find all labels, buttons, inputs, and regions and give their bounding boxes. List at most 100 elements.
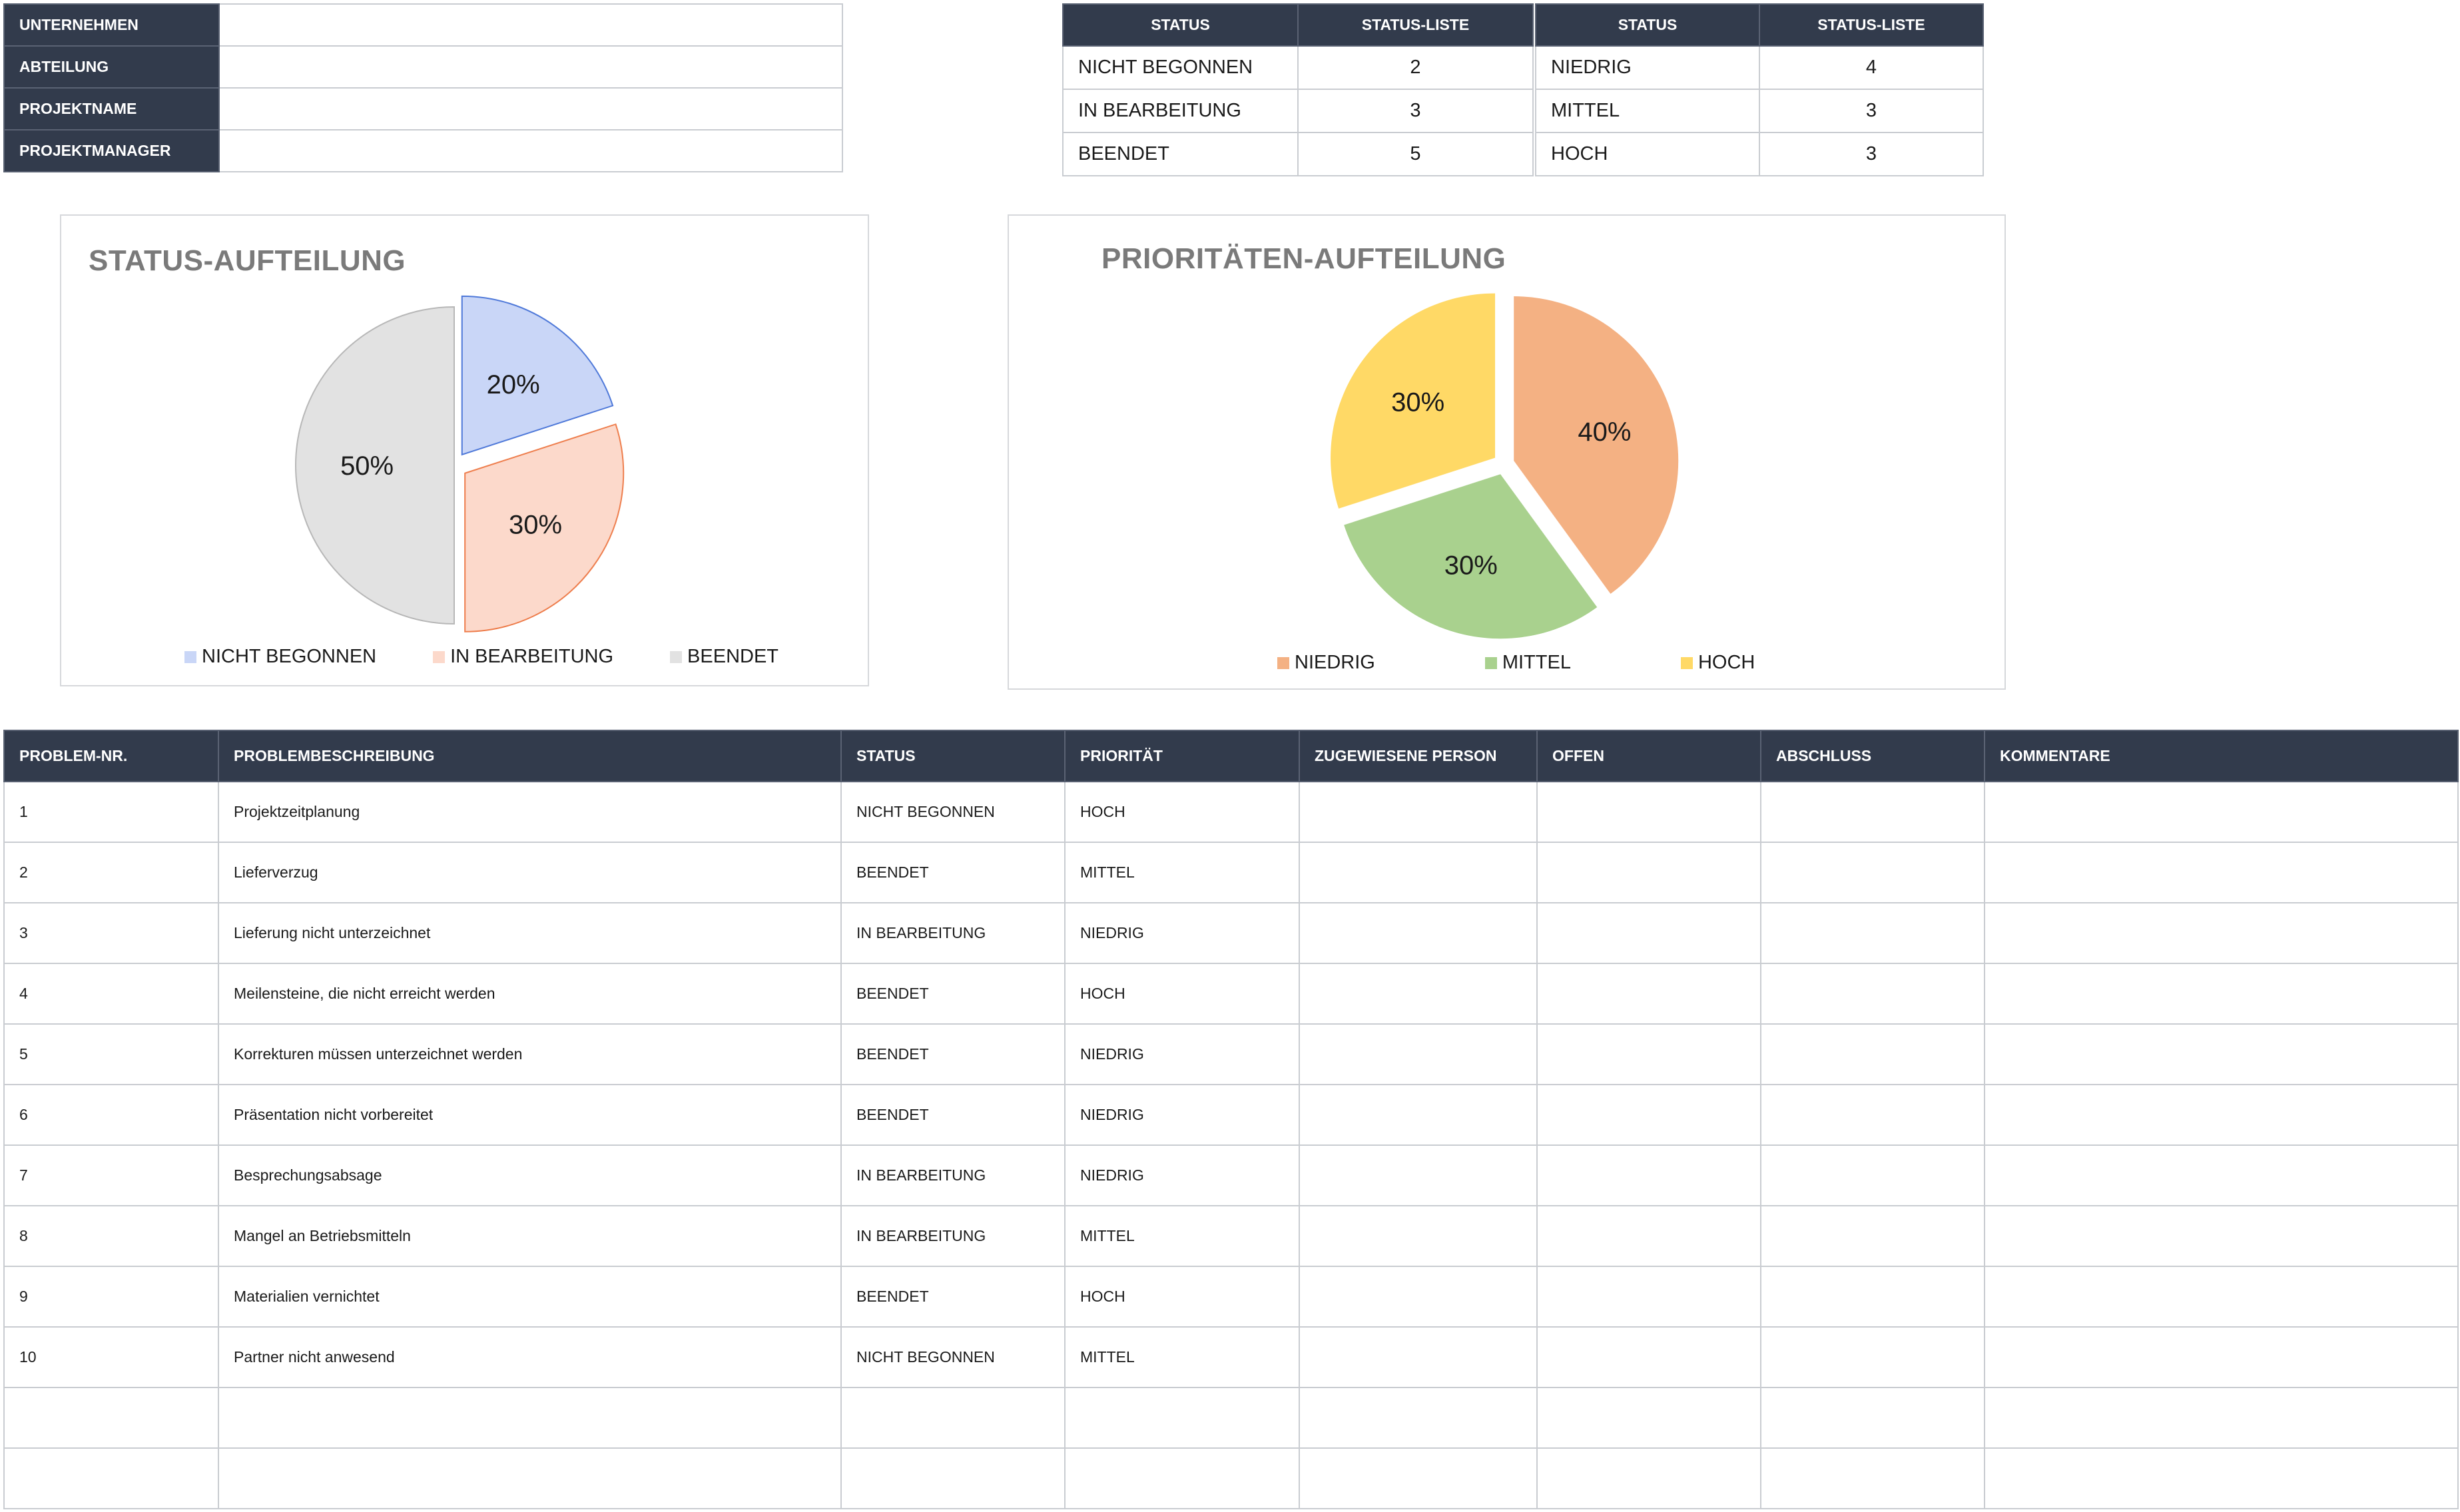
- open-date-cell[interactable]: [1536, 1205, 1761, 1267]
- description-cell[interactable]: Korrekturen müssen unterzeichnet werden: [218, 1023, 842, 1085]
- comment-cell[interactable]: [1984, 1326, 2459, 1388]
- priority-cell[interactable]: HOCH: [1064, 781, 1300, 843]
- assignee-cell[interactable]: [1299, 1326, 1538, 1388]
- assignee-cell[interactable]: [1299, 1205, 1538, 1267]
- open-date-cell[interactable]: [1536, 1084, 1761, 1146]
- problem-number-cell[interactable]: [3, 1447, 219, 1509]
- close-date-cell[interactable]: [1760, 902, 1985, 964]
- problem-number-cell[interactable]: 4: [3, 963, 219, 1025]
- status-cell[interactable]: NICHT BEGONNEN: [840, 1326, 1066, 1388]
- problem-number-cell[interactable]: 6: [3, 1084, 219, 1146]
- summary-count[interactable]: 3: [1759, 132, 1984, 176]
- description-cell[interactable]: Besprechungsabsage: [218, 1144, 842, 1206]
- problem-number-cell[interactable]: 3: [3, 902, 219, 964]
- description-cell[interactable]: Partner nicht anwesend: [218, 1326, 842, 1388]
- open-date-cell[interactable]: [1536, 902, 1761, 964]
- problem-number-cell[interactable]: 9: [3, 1266, 219, 1328]
- pie-slice[interactable]: [1514, 296, 1679, 594]
- summary-count[interactable]: 4: [1759, 45, 1984, 90]
- assignee-cell[interactable]: [1299, 1023, 1538, 1085]
- column-header[interactable]: ABSCHLUSS: [1760, 730, 1985, 782]
- comment-cell[interactable]: [1984, 1144, 2459, 1206]
- comment-cell[interactable]: [1984, 1023, 2459, 1085]
- summary-name[interactable]: NIEDRIG: [1535, 45, 1760, 90]
- priority-cell[interactable]: MITTEL: [1064, 842, 1300, 903]
- summary-name[interactable]: NICHT BEGONNEN: [1062, 45, 1299, 90]
- comment-cell[interactable]: [1984, 1387, 2459, 1449]
- assignee-cell[interactable]: [1299, 902, 1538, 964]
- open-date-cell[interactable]: [1536, 1387, 1761, 1449]
- comment-cell[interactable]: [1984, 842, 2459, 903]
- summary-count[interactable]: 3: [1297, 89, 1534, 133]
- close-date-cell[interactable]: [1760, 1084, 1985, 1146]
- status-cell[interactable]: IN BEARBEITUNG: [840, 1205, 1066, 1267]
- open-date-cell[interactable]: [1536, 1144, 1761, 1206]
- comment-cell[interactable]: [1984, 1266, 2459, 1328]
- priority-cell[interactable]: [1064, 1447, 1300, 1509]
- status-cell[interactable]: BEENDET: [840, 1023, 1066, 1085]
- pie-slice[interactable]: [464, 423, 625, 632]
- description-cell[interactable]: Lieferung nicht unterzeichnet: [218, 902, 842, 964]
- open-date-cell[interactable]: [1536, 781, 1761, 843]
- priority-cell[interactable]: MITTEL: [1064, 1205, 1300, 1267]
- status-cell[interactable]: [840, 1447, 1066, 1509]
- comment-cell[interactable]: [1984, 1084, 2459, 1146]
- status-chart-panel[interactable]: STATUS-AUFTEILUNG 20% 30% 50% NICHT BEGONN…: [60, 214, 869, 686]
- priority-cell[interactable]: MITTEL: [1064, 1326, 1300, 1388]
- close-date-cell[interactable]: [1760, 1023, 1985, 1085]
- column-header[interactable]: PROBLEMBESCHREIBUNG: [218, 730, 842, 782]
- column-header[interactable]: KOMMENTARE: [1984, 730, 2459, 782]
- summary-count[interactable]: 2: [1297, 45, 1534, 90]
- open-date-cell[interactable]: [1536, 1266, 1761, 1328]
- status-cell[interactable]: BEENDET: [840, 1084, 1066, 1146]
- pie-slice[interactable]: [461, 295, 614, 456]
- problem-number-cell[interactable]: [3, 1387, 219, 1449]
- description-cell[interactable]: Meilensteine, die nicht erreicht werden: [218, 963, 842, 1025]
- open-date-cell[interactable]: [1536, 1447, 1761, 1509]
- description-cell[interactable]: Mangel an Betriebsmitteln: [218, 1205, 842, 1267]
- description-cell[interactable]: Projektzeitplanung: [218, 781, 842, 843]
- comment-cell[interactable]: [1984, 1447, 2459, 1509]
- column-header[interactable]: ZUGEWIESENE PERSON: [1299, 730, 1538, 782]
- assignee-cell[interactable]: [1299, 1144, 1538, 1206]
- pie-slice[interactable]: [295, 306, 455, 625]
- close-date-cell[interactable]: [1760, 1205, 1985, 1267]
- priority-cell[interactable]: HOCH: [1064, 1266, 1300, 1328]
- summary-name[interactable]: HOCH: [1535, 132, 1760, 176]
- status-cell[interactable]: IN BEARBEITUNG: [840, 902, 1066, 964]
- info-value-cell[interactable]: [218, 129, 843, 172]
- info-value-cell[interactable]: [218, 87, 843, 130]
- summary-name[interactable]: IN BEARBEITUNG: [1062, 89, 1299, 133]
- summary-name[interactable]: MITTEL: [1535, 89, 1760, 133]
- close-date-cell[interactable]: [1760, 1266, 1985, 1328]
- pie-slice[interactable]: [1344, 474, 1598, 639]
- close-date-cell[interactable]: [1760, 781, 1985, 843]
- close-date-cell[interactable]: [1760, 1387, 1985, 1449]
- close-date-cell[interactable]: [1760, 963, 1985, 1025]
- column-header[interactable]: PROBLEM-NR.: [3, 730, 219, 782]
- assignee-cell[interactable]: [1299, 963, 1538, 1025]
- summary-count[interactable]: 5: [1297, 132, 1534, 176]
- priority-chart-panel[interactable]: PRIORITÄTEN-AUFTEILUNG 40% 30% 30% NIEDRIG…: [1008, 214, 2006, 690]
- open-date-cell[interactable]: [1536, 963, 1761, 1025]
- priority-cell[interactable]: NIEDRIG: [1064, 902, 1300, 964]
- priority-cell[interactable]: HOCH: [1064, 963, 1300, 1025]
- status-cell[interactable]: BEENDET: [840, 842, 1066, 903]
- priority-cell[interactable]: NIEDRIG: [1064, 1144, 1300, 1206]
- assignee-cell[interactable]: [1299, 1084, 1538, 1146]
- description-cell[interactable]: Materialien vernichtet: [218, 1266, 842, 1328]
- open-date-cell[interactable]: [1536, 842, 1761, 903]
- comment-cell[interactable]: [1984, 781, 2459, 843]
- problem-number-cell[interactable]: 2: [3, 842, 219, 903]
- priority-cell[interactable]: [1064, 1387, 1300, 1449]
- description-cell[interactable]: Lieferverzug: [218, 842, 842, 903]
- status-cell[interactable]: [840, 1387, 1066, 1449]
- info-value-cell[interactable]: [218, 45, 843, 89]
- column-header[interactable]: STATUS: [840, 730, 1066, 782]
- close-date-cell[interactable]: [1760, 1144, 1985, 1206]
- column-header[interactable]: PRIORITÄT: [1064, 730, 1300, 782]
- status-cell[interactable]: IN BEARBEITUNG: [840, 1144, 1066, 1206]
- priority-cell[interactable]: NIEDRIG: [1064, 1084, 1300, 1146]
- close-date-cell[interactable]: [1760, 1326, 1985, 1388]
- summary-count[interactable]: 3: [1759, 89, 1984, 133]
